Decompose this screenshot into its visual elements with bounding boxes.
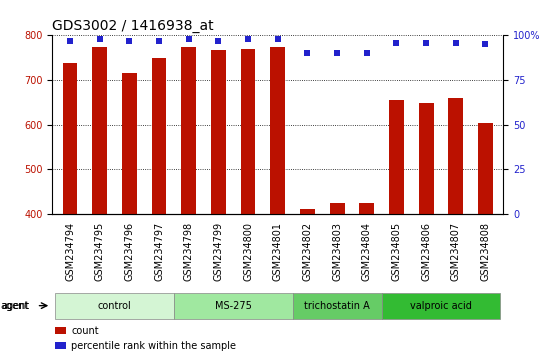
Bar [448, 98, 463, 214]
Point [422, 40, 431, 45]
Text: trichostatin A: trichostatin A [304, 301, 370, 311]
Bar [271, 47, 285, 214]
Bar [419, 103, 433, 214]
Bar [211, 50, 226, 214]
Point [65, 38, 74, 44]
Text: GDS3002 / 1416938_at: GDS3002 / 1416938_at [52, 19, 214, 33]
Text: percentile rank within the sample: percentile rank within the sample [71, 341, 236, 351]
Text: agent: agent [0, 301, 28, 311]
Point [362, 50, 371, 56]
Bar [122, 73, 137, 214]
Point [184, 36, 193, 42]
Bar [382, 293, 500, 319]
Bar [359, 203, 374, 214]
Point [303, 50, 312, 56]
Bar [55, 293, 174, 319]
Bar [174, 293, 293, 319]
Point [125, 38, 134, 44]
Text: agent: agent [1, 301, 29, 311]
Bar [300, 209, 315, 214]
Bar [389, 100, 404, 214]
Point [155, 38, 163, 44]
Text: control: control [98, 301, 131, 311]
Point [244, 36, 252, 42]
Point [273, 36, 282, 42]
Bar [182, 47, 196, 214]
Bar [56, 342, 67, 349]
Bar [293, 293, 382, 319]
Text: MS-275: MS-275 [215, 301, 252, 311]
Point [452, 40, 460, 45]
Bar [329, 204, 344, 214]
Bar [63, 63, 78, 214]
Text: count: count [71, 326, 99, 336]
Bar [152, 58, 167, 214]
Text: valproic acid: valproic acid [410, 301, 472, 311]
Point [214, 38, 223, 44]
Point [95, 36, 104, 42]
Point [481, 41, 490, 47]
Point [333, 50, 342, 56]
Bar [478, 123, 493, 214]
Point [392, 40, 401, 45]
Bar [92, 47, 107, 214]
Bar [241, 49, 256, 214]
Bar [56, 327, 67, 334]
